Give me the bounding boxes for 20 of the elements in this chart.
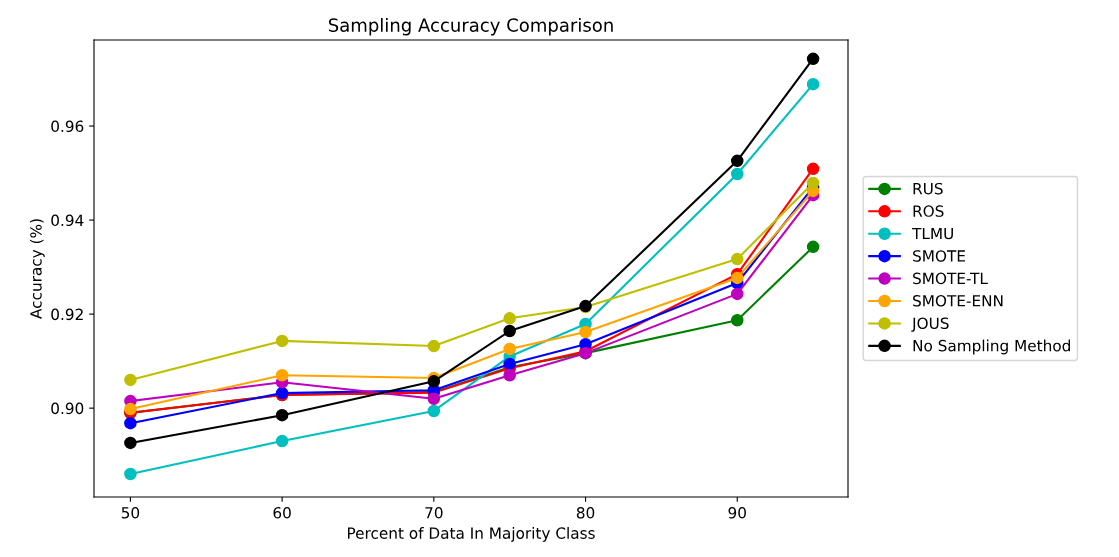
x-tick-label: 90: [728, 506, 746, 519]
y-tick-label: 0.96: [51, 120, 84, 133]
y-tick-label: 0.90: [51, 402, 84, 415]
chart-title: Sampling Accuracy Comparison: [328, 17, 613, 36]
legend-label: JOUS: [911, 317, 949, 332]
x-axis-title: Percent of Data In Majority Class: [347, 527, 595, 542]
legend-label: ROS: [913, 205, 944, 217]
legend-label: TLMU: [912, 227, 953, 240]
x-tick-label: 70: [425, 506, 443, 519]
x-tick-label: 60: [273, 506, 291, 519]
x-tick-label: 80: [576, 506, 595, 519]
y-tick-label: 0.94: [51, 214, 84, 227]
x-tick-label: 50: [121, 506, 140, 519]
y-tick-label: 0.92: [51, 308, 83, 321]
legend-label: RUS: [913, 182, 943, 195]
legend-label: SMOTE-TL: [913, 272, 988, 285]
legend-label: SMOTE-ENN: [913, 295, 1003, 307]
legend-label: SMOTE: [913, 250, 965, 262]
legend-label: No Sampling Method: [913, 339, 1070, 355]
y-axis-title: Accuracy (%): [29, 219, 45, 319]
